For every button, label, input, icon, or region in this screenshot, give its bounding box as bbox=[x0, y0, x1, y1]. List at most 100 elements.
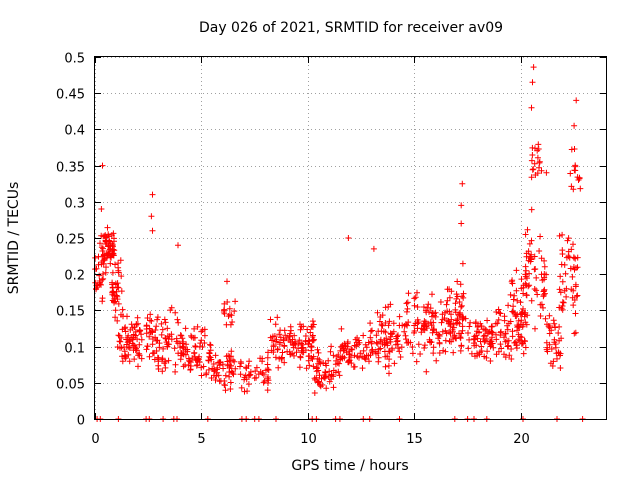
data-point bbox=[442, 337, 449, 344]
data-point bbox=[565, 235, 572, 242]
data-point bbox=[310, 363, 317, 370]
data-point bbox=[555, 330, 562, 336]
data-point bbox=[230, 357, 236, 364]
data-point bbox=[502, 338, 509, 345]
data-point bbox=[542, 315, 549, 322]
data-point bbox=[198, 337, 205, 344]
data-point bbox=[237, 371, 244, 378]
data-point bbox=[540, 304, 546, 311]
data-point bbox=[458, 303, 464, 310]
data-point bbox=[370, 245, 377, 252]
data-point bbox=[131, 356, 138, 363]
data-point bbox=[572, 167, 579, 174]
data-point bbox=[392, 341, 399, 348]
data-point bbox=[151, 356, 158, 363]
data-point bbox=[297, 326, 304, 333]
data-point bbox=[570, 241, 576, 248]
data-point bbox=[133, 321, 140, 327]
data-point bbox=[316, 356, 323, 363]
data-point bbox=[546, 330, 553, 337]
data-point bbox=[475, 322, 481, 329]
data-point bbox=[459, 327, 466, 334]
data-point bbox=[534, 154, 541, 161]
data-point bbox=[341, 340, 348, 347]
data-point bbox=[541, 257, 548, 264]
data-point bbox=[433, 357, 440, 364]
data-point bbox=[536, 248, 543, 254]
data-point bbox=[238, 360, 245, 367]
data-point bbox=[345, 235, 352, 241]
data-point bbox=[493, 336, 500, 343]
x-tick-label: 5 bbox=[197, 432, 205, 447]
data-point bbox=[272, 354, 279, 361]
data-point bbox=[573, 265, 579, 271]
data-point bbox=[99, 162, 106, 169]
data-point bbox=[466, 336, 473, 343]
data-point bbox=[543, 169, 550, 176]
data-point bbox=[367, 320, 374, 327]
data-point bbox=[518, 340, 525, 347]
data-point bbox=[576, 175, 583, 182]
data-point bbox=[94, 282, 101, 289]
data-point bbox=[136, 341, 143, 348]
data-point bbox=[122, 352, 129, 359]
data-point bbox=[159, 356, 165, 363]
data-point bbox=[556, 337, 563, 344]
data-point bbox=[535, 141, 542, 148]
data-point bbox=[512, 313, 519, 319]
data-point bbox=[466, 323, 473, 330]
data-point bbox=[567, 265, 574, 272]
data-point bbox=[382, 363, 389, 370]
data-point bbox=[210, 361, 217, 367]
data-point bbox=[520, 321, 527, 328]
data-point bbox=[158, 320, 165, 327]
data-point bbox=[311, 390, 318, 396]
data-point bbox=[548, 346, 555, 352]
data-point bbox=[561, 287, 568, 294]
data-point bbox=[241, 376, 248, 383]
data-point bbox=[285, 337, 292, 343]
data-point bbox=[384, 340, 391, 347]
data-point bbox=[522, 263, 529, 270]
y-tick-label: 0.35 bbox=[56, 161, 85, 176]
data-point bbox=[529, 144, 536, 151]
data-point bbox=[517, 337, 523, 344]
data-point bbox=[327, 348, 334, 355]
data-point bbox=[559, 247, 566, 254]
data-point bbox=[538, 301, 545, 308]
data-point bbox=[533, 274, 540, 281]
data-point bbox=[472, 336, 478, 343]
data-point bbox=[439, 328, 446, 335]
data-point bbox=[568, 146, 575, 153]
data-point bbox=[359, 353, 366, 360]
data-point bbox=[212, 377, 219, 383]
data-point bbox=[401, 328, 408, 335]
data-point bbox=[109, 291, 116, 298]
data-point bbox=[446, 294, 453, 301]
data-point bbox=[373, 339, 380, 346]
data-point bbox=[520, 305, 526, 312]
data-point bbox=[299, 341, 306, 348]
data-point bbox=[272, 321, 279, 328]
data-point bbox=[560, 299, 567, 306]
data-point bbox=[211, 368, 218, 375]
data-point bbox=[260, 371, 267, 378]
data-point bbox=[154, 316, 161, 323]
data-point bbox=[191, 350, 198, 357]
data-point bbox=[551, 320, 558, 327]
data-point bbox=[430, 326, 436, 333]
data-point bbox=[144, 315, 151, 321]
data-point bbox=[522, 273, 529, 280]
data-point bbox=[413, 358, 420, 365]
data-point bbox=[563, 293, 570, 300]
data-point bbox=[267, 316, 274, 323]
x-tick-label: 15 bbox=[406, 432, 423, 447]
data-point bbox=[476, 329, 482, 335]
data-point bbox=[366, 358, 372, 365]
data-point bbox=[559, 278, 566, 285]
data-point bbox=[100, 233, 107, 240]
data-point bbox=[430, 350, 437, 357]
data-point bbox=[385, 322, 392, 329]
data-point bbox=[448, 288, 455, 295]
data-point bbox=[530, 64, 537, 71]
